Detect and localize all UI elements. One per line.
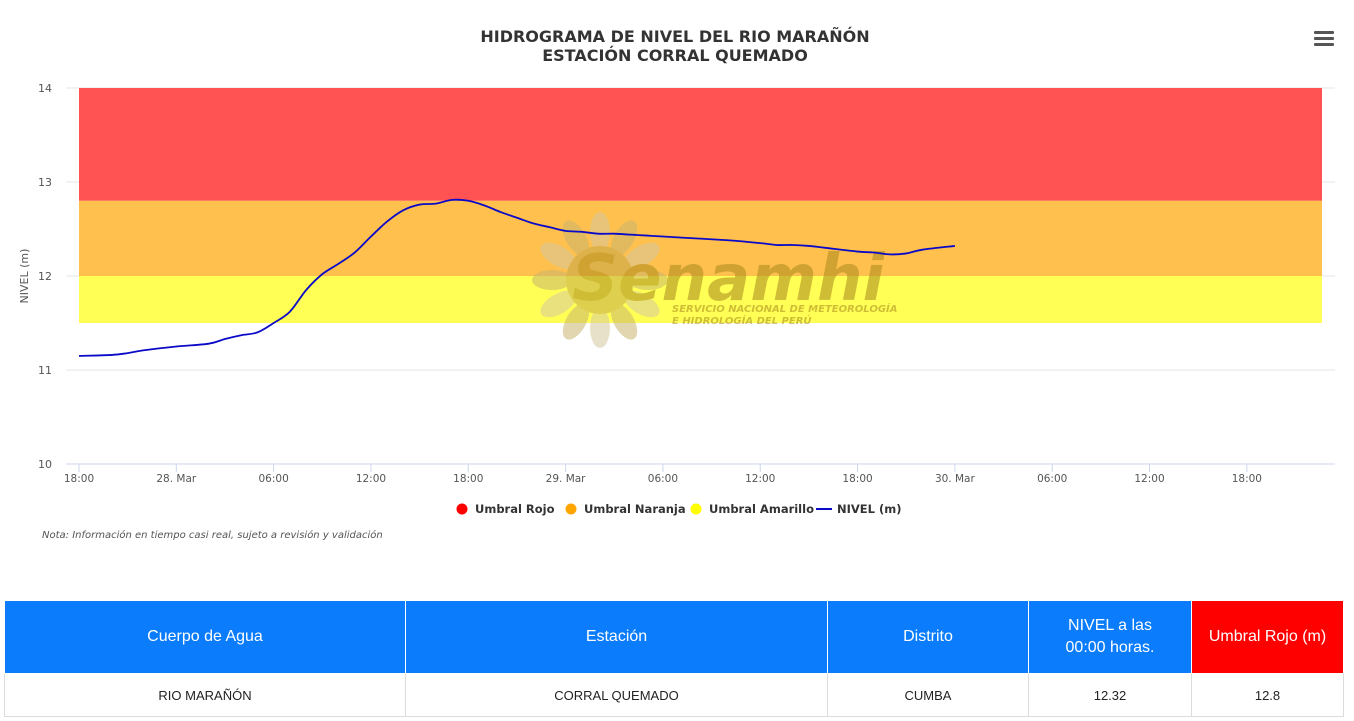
header-estacion: Estación <box>406 601 828 674</box>
band-umbral-rojo <box>79 88 1322 201</box>
cell-distrito: CUMBA <box>828 674 1029 717</box>
table-row: RIO MARAÑÓN CORRAL QUEMADO CUMBA 12.32 1… <box>5 674 1344 717</box>
x-tick-label-2: 06:00 <box>259 473 289 485</box>
x-tick-label-5: 29. Mar <box>546 473 587 485</box>
y-tick-label-3: 13 <box>38 176 52 189</box>
header-nivel-text: NIVEL a las 00:00 horas. <box>1055 615 1165 660</box>
x-tick-label-11: 12:00 <box>1134 473 1164 485</box>
cell-estacion: CORRAL QUEMADO <box>406 674 828 717</box>
station-table: Cuerpo de Agua Estación Distrito NIVEL a… <box>4 600 1344 717</box>
legend-label: NIVEL (m) <box>837 502 902 516</box>
cell-umbral-rojo: 12.8 <box>1192 674 1344 717</box>
legend-dot-icon <box>457 504 468 515</box>
y-axis-title: NIVEL (m) <box>18 249 31 304</box>
cell-nivel: 12.32 <box>1029 674 1192 717</box>
x-tick-label-4: 18:00 <box>453 473 483 485</box>
legend-label: Umbral Amarillo <box>709 502 814 516</box>
watermark-line2: E HIDROLOGÍA DEL PERÚ <box>672 314 812 327</box>
x-tick-label-12: 18:00 <box>1232 473 1262 485</box>
legend-dot-icon <box>566 504 577 515</box>
x-tick-label-6: 06:00 <box>648 473 678 485</box>
x-tick-label-8: 18:00 <box>842 473 872 485</box>
chart-menu-icon[interactable] <box>1312 28 1336 50</box>
chart-subtitle: ESTACIÓN CORRAL QUEMADO <box>542 46 808 65</box>
watermark-line1: SERVICIO NACIONAL DE METEOROLOGÍA <box>672 302 898 315</box>
legend-item-0[interactable]: Umbral Rojo <box>457 502 555 516</box>
header-umbral-rojo: Umbral Rojo (m) <box>1192 601 1344 674</box>
legend-dot-icon <box>691 504 702 515</box>
x-tick-label-0: 18:00 <box>64 473 94 485</box>
legend-label: Umbral Naranja <box>584 502 686 516</box>
y-tick-label-4: 14 <box>38 82 52 95</box>
x-tick-label-1: 28. Mar <box>156 473 197 485</box>
y-tick-label-1: 11 <box>38 364 52 377</box>
x-tick-label-10: 06:00 <box>1037 473 1067 485</box>
legend-item-1[interactable]: Umbral Naranja <box>566 502 686 516</box>
legend-item-2[interactable]: Umbral Amarillo <box>691 502 815 516</box>
header-nivel: NIVEL a las 00:00 horas. <box>1029 601 1192 674</box>
header-distrito: Distrito <box>828 601 1029 674</box>
chart-svg: HIDROGRAMA DE NIVEL DEL RIO MARAÑÓNESTAC… <box>0 0 1354 560</box>
x-tick-label-3: 12:00 <box>356 473 386 485</box>
legend-label: Umbral Rojo <box>475 502 555 516</box>
legend-item-3[interactable]: NIVEL (m) <box>816 502 902 516</box>
x-tick-label-7: 12:00 <box>745 473 775 485</box>
header-cuerpo-agua: Cuerpo de Agua <box>5 601 406 674</box>
cell-cuerpo-agua: RIO MARAÑÓN <box>5 674 406 717</box>
disclaimer-note: Nota: Información en tiempo casi real, s… <box>42 530 383 541</box>
hydrograph-chart: HIDROGRAMA DE NIVEL DEL RIO MARAÑÓN ESTAC… <box>0 0 1354 560</box>
y-tick-label-2: 12 <box>38 270 52 283</box>
table-header-row: Cuerpo de Agua Estación Distrito NIVEL a… <box>5 601 1344 674</box>
y-tick-label-0: 10 <box>38 458 52 471</box>
x-tick-label-9: 30. Mar <box>935 473 976 485</box>
chart-title: HIDROGRAMA DE NIVEL DEL RIO MARAÑÓN <box>480 27 869 46</box>
